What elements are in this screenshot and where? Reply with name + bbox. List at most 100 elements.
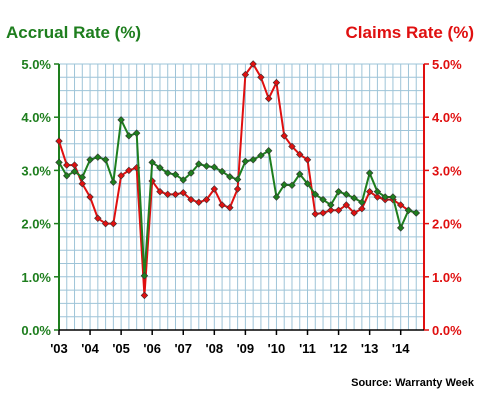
claims-point bbox=[156, 187, 164, 196]
claims-point bbox=[358, 204, 366, 213]
accrual-point bbox=[412, 209, 420, 217]
labels: 0.0% 1.0% 2.0% 3.0% 4.0% 5.0% 0.0% 1.0% 2.0% 3.0%… bbox=[6, 23, 475, 389]
claims-point bbox=[70, 161, 79, 169]
x-tick-label: '03 bbox=[50, 341, 68, 356]
claims-point bbox=[171, 190, 180, 199]
claims-point bbox=[327, 206, 335, 215]
claims-point bbox=[179, 189, 187, 197]
claims-point bbox=[288, 142, 296, 151]
accrual-point bbox=[404, 206, 413, 215]
left-tick-label: 0.0% bbox=[21, 323, 51, 338]
claims-point bbox=[117, 171, 125, 180]
x-tick-label: '12 bbox=[330, 341, 348, 356]
accrual-point bbox=[70, 167, 79, 176]
accrual-point bbox=[86, 156, 94, 164]
accrual-point bbox=[334, 187, 343, 196]
accrual-point bbox=[303, 179, 312, 188]
claims-point bbox=[163, 190, 172, 199]
accrual-point bbox=[148, 158, 156, 167]
accrual-point bbox=[117, 116, 125, 124]
x-tick-label: '04 bbox=[81, 341, 99, 356]
accrual-point bbox=[396, 224, 405, 232]
claims-point bbox=[264, 94, 273, 103]
claims-point bbox=[202, 195, 211, 204]
accrual-point bbox=[296, 170, 304, 178]
claims-point bbox=[140, 291, 149, 300]
series-layer bbox=[55, 60, 420, 300]
right-tick-label: 2.0% bbox=[432, 217, 462, 232]
claims-point bbox=[249, 60, 257, 68]
claims-point bbox=[342, 201, 351, 209]
right-tick-label: 4.0% bbox=[432, 110, 462, 125]
accrual-point bbox=[358, 198, 366, 207]
right-tick-label: 3.0% bbox=[432, 163, 462, 178]
left-tick-label: 3.0% bbox=[21, 163, 51, 178]
right-tick-label: 0.0% bbox=[432, 323, 462, 338]
accrual-point bbox=[195, 160, 203, 168]
claims-point bbox=[78, 179, 87, 188]
accrual-point bbox=[373, 187, 382, 196]
x-tick-label: '08 bbox=[206, 341, 224, 356]
claims-point bbox=[210, 185, 219, 193]
right-tick-label: 1.0% bbox=[432, 270, 462, 285]
accrual-point bbox=[163, 169, 172, 177]
claims-point bbox=[94, 214, 102, 223]
accrual-point bbox=[319, 195, 327, 204]
accrual-point bbox=[156, 164, 164, 172]
accrual-point bbox=[350, 194, 358, 202]
accrual-point bbox=[327, 201, 335, 209]
x-tick-label: '09 bbox=[237, 341, 255, 356]
claims-point bbox=[280, 132, 288, 140]
accrual-point bbox=[78, 173, 87, 182]
claims-point bbox=[109, 219, 118, 228]
claims-point bbox=[226, 203, 234, 212]
accrual-point bbox=[187, 169, 195, 177]
accrual-point bbox=[381, 193, 389, 201]
accrual-point bbox=[365, 169, 374, 177]
claims-point bbox=[257, 73, 265, 82]
accrual-point bbox=[257, 151, 265, 160]
claims-point bbox=[296, 150, 304, 159]
left-tick-label: 4.0% bbox=[21, 110, 51, 125]
accrual-point bbox=[241, 157, 250, 166]
claims-point bbox=[125, 166, 133, 175]
accrual-point bbox=[288, 181, 296, 190]
x-tick-label: '06 bbox=[143, 341, 161, 356]
grid bbox=[58, 63, 425, 331]
axes bbox=[54, 63, 429, 335]
accrual-point bbox=[272, 193, 281, 201]
x-tick-label: '14 bbox=[392, 341, 410, 356]
claims-point bbox=[55, 137, 63, 145]
left-tick-label: 2.0% bbox=[21, 217, 51, 232]
claims-point bbox=[63, 161, 71, 169]
accrual-point bbox=[264, 146, 273, 155]
accrual-point bbox=[226, 173, 234, 181]
left-axis-title: Accrual Rate (%) bbox=[6, 23, 141, 42]
claims-point bbox=[365, 187, 374, 196]
claims-point bbox=[195, 198, 203, 207]
claims-point bbox=[396, 201, 405, 209]
claims-point bbox=[272, 78, 281, 87]
accrual-point bbox=[132, 129, 141, 137]
x-tick-label: '13 bbox=[361, 341, 379, 356]
claims-point bbox=[334, 206, 343, 215]
claims-point bbox=[187, 195, 195, 204]
left-tick-label: 5.0% bbox=[21, 57, 51, 72]
x-tick-label: '07 bbox=[174, 341, 192, 356]
x-tick-label: '11 bbox=[299, 341, 316, 356]
accrual-point bbox=[101, 156, 110, 164]
claims-point bbox=[350, 209, 358, 217]
claims-point bbox=[101, 219, 110, 228]
claims-point bbox=[233, 185, 242, 193]
accrual-point bbox=[94, 153, 102, 161]
x-tick-label: '05 bbox=[112, 341, 130, 356]
claims-point bbox=[373, 193, 382, 201]
accrual-series bbox=[55, 116, 420, 280]
accrual-point bbox=[63, 171, 71, 180]
accrual-point bbox=[233, 175, 242, 184]
right-axis-title: Claims Rate (%) bbox=[346, 23, 474, 42]
claims-point bbox=[86, 193, 94, 201]
accrual-point bbox=[311, 190, 320, 199]
accrual-point bbox=[342, 190, 351, 199]
